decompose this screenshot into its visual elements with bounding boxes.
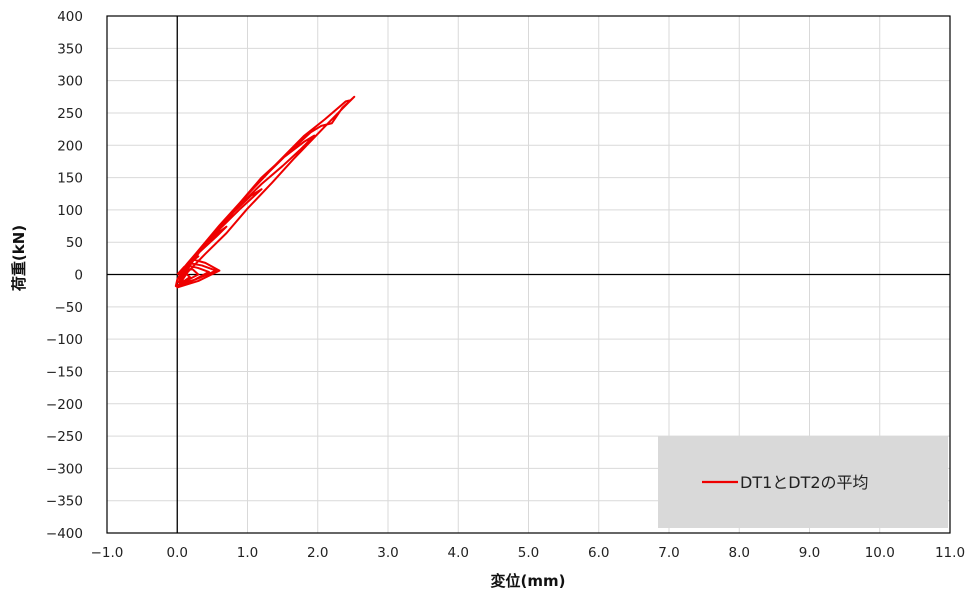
x-tick-label: 4.0 <box>448 545 469 561</box>
series-line <box>174 95 356 289</box>
y-axis-title: 荷重(kN) <box>10 225 28 291</box>
y-tick-label: −100 <box>46 332 83 348</box>
x-tick-label: 9.0 <box>799 545 820 561</box>
y-tick-labels: 400 350 300 250 200 150 100 50 0 −50 −100 −150 −200 −… <box>46 9 83 542</box>
x-tick-label: 0.0 <box>167 545 188 561</box>
x-tick-labels: −1.0 0.0 1.0 2.0 3.0 4.0 5.0 6.0 7.0 8.0 9.0 10.0 11… <box>91 545 965 561</box>
y-tick-label: −50 <box>55 300 84 316</box>
plot-border <box>106 15 951 534</box>
y-tick-label: 350 <box>57 41 83 57</box>
x-tick-label: −1.0 <box>91 545 124 561</box>
y-tick-label: −250 <box>46 429 83 445</box>
x-tick-label: 3.0 <box>377 545 398 561</box>
legend-label: DT1とDT2の平均 <box>740 473 869 492</box>
x-tick-label: 2.0 <box>307 545 328 561</box>
x-axis-title: 変位(mm) <box>491 572 566 590</box>
series-layer <box>174 95 356 289</box>
y-tick-label: 0 <box>74 268 83 284</box>
y-tick-label: 50 <box>66 235 83 251</box>
y-tick-label: −400 <box>46 526 83 542</box>
legend: DT1とDT2の平均 <box>658 436 948 528</box>
y-tick-label: 150 <box>57 171 83 187</box>
y-tick-label: −150 <box>46 364 83 380</box>
x-tick-label: 10.0 <box>865 545 895 561</box>
x-tick-label: 7.0 <box>658 545 679 561</box>
y-tick-label: 400 <box>57 9 83 25</box>
y-tick-label: 200 <box>57 138 83 154</box>
y-tick-label: −200 <box>46 397 83 413</box>
x-tick-label: 11.0 <box>935 545 965 561</box>
x-tick-label: 6.0 <box>588 545 609 561</box>
y-tick-label: 100 <box>57 203 83 219</box>
y-tick-label: 250 <box>57 106 83 122</box>
x-tick-label: 5.0 <box>518 545 539 561</box>
y-tick-label: −300 <box>46 461 83 477</box>
x-tick-label: 1.0 <box>237 545 258 561</box>
y-tick-label: −350 <box>46 494 83 510</box>
y-tick-label: 300 <box>57 74 83 90</box>
x-tick-label: 8.0 <box>729 545 750 561</box>
